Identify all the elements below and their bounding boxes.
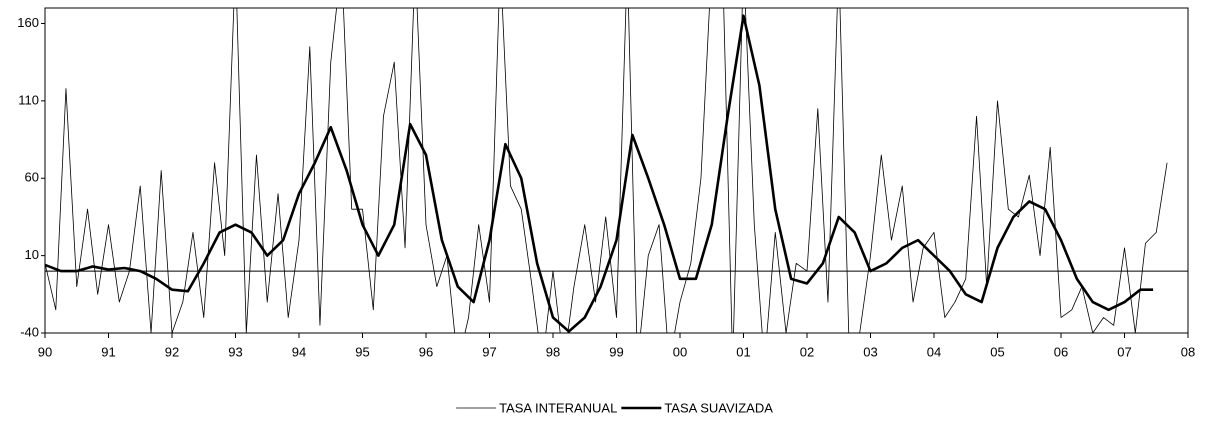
x-tick-label: 99 <box>609 344 623 359</box>
x-tick-label: 06 <box>1054 344 1068 359</box>
x-tick-label: 93 <box>228 344 242 359</box>
y-tick-label: 110 <box>18 92 39 107</box>
x-tick-label: 94 <box>292 344 306 359</box>
plot-frame <box>44 7 1189 334</box>
x-tick-label: 90 <box>38 344 52 359</box>
y-tick-label: 60 <box>25 170 39 185</box>
x-tick-label: 98 <box>546 344 560 359</box>
x-tick-label: 92 <box>165 344 179 359</box>
legend-label: TASA INTERANUAL <box>499 400 617 415</box>
legend: TASA INTERANUAL TASA SUAVIZADA <box>456 400 773 415</box>
x-tick-label: 08 <box>1181 344 1195 359</box>
y-tick-label: -40 <box>20 324 39 339</box>
x-tick-label: 00 <box>673 344 687 359</box>
series-line <box>45 14 1154 333</box>
x-tick-label: 01 <box>736 344 750 359</box>
plot-area <box>45 8 1168 333</box>
x-tick-label: 97 <box>482 344 496 359</box>
x-tick-label: 96 <box>419 344 433 359</box>
x-tick-label: 02 <box>800 344 814 359</box>
y-tick-label: 160 <box>17 15 39 30</box>
y-tick-label: 10 <box>25 247 39 262</box>
x-tick-label: 07 <box>1117 344 1131 359</box>
series-line <box>45 8 1168 333</box>
x-tick-label: 05 <box>990 344 1004 359</box>
x-tick-label: 95 <box>355 344 369 359</box>
x-tick-label: 04 <box>927 344 941 359</box>
x-tick-label: 03 <box>863 344 877 359</box>
legend-label: TASA SUAVIZADA <box>664 400 773 415</box>
x-tick-label: 91 <box>101 344 115 359</box>
